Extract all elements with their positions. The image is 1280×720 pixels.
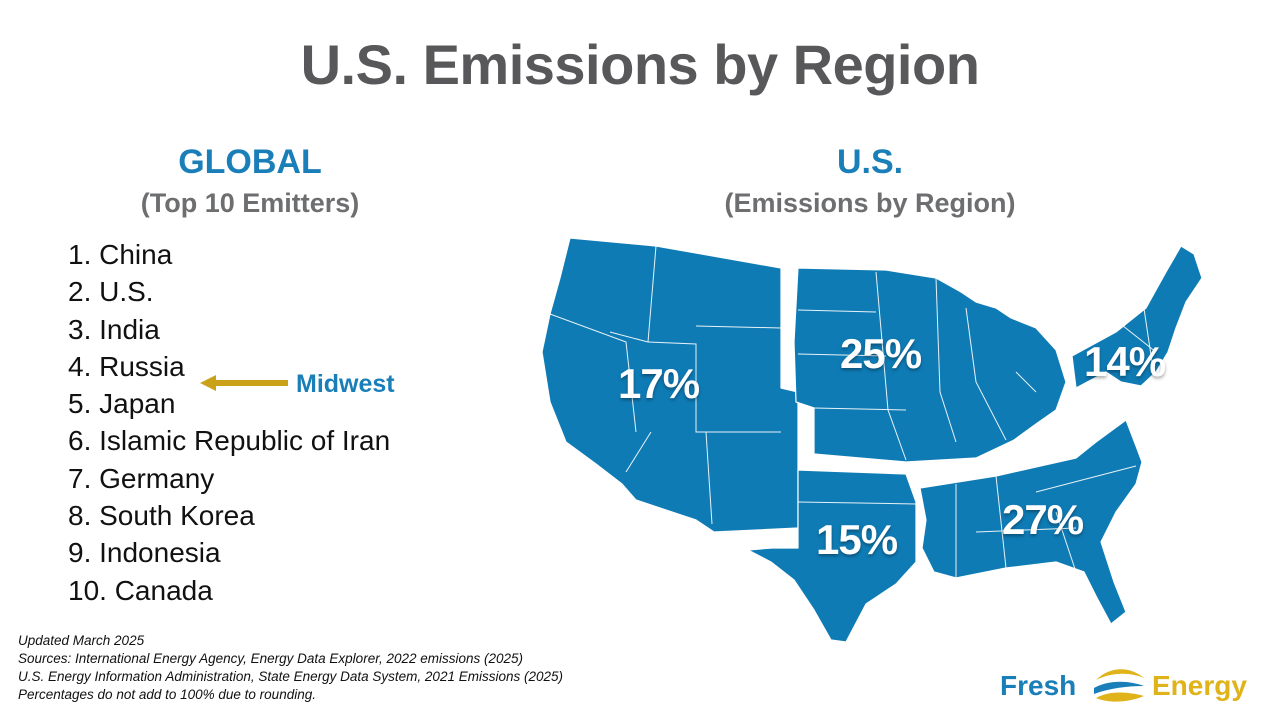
midwest-callout: Midwest: [296, 370, 395, 398]
footnote-rounding: Percentages do not add to 100% due to ro…: [18, 687, 316, 702]
list-item: 9. Indonesia: [68, 537, 221, 569]
footnotes: Updated March 2025 Sources: Internationa…: [18, 632, 563, 704]
global-subheading: (Top 10 Emitters): [140, 188, 360, 218]
logo-word-energy: Energy: [1152, 670, 1247, 701]
page-title: U.S. Emissions by Region: [300, 33, 980, 96]
us-heading-block: U.S. (Emissions by Region): [680, 143, 1060, 219]
list-item: 2. U.S.: [68, 276, 154, 308]
list-item: 7. Germany: [68, 462, 215, 494]
region-southeast: [919, 419, 1143, 625]
footnote-source-eia: U.S. Energy Information Administration, …: [18, 669, 563, 684]
pct-southeast: 27%: [1002, 496, 1084, 543]
footnote-source-iea: Sources: International Energy Agency, En…: [18, 651, 524, 666]
fresh-energy-logo-icon: [1094, 669, 1144, 702]
region-northeast: [1071, 245, 1203, 389]
logo-word-fresh: Fresh: [1000, 670, 1077, 701]
list-item: 8. South Korea: [68, 500, 255, 532]
footnote-updated: Updated March 2025: [18, 633, 145, 648]
pct-midwest: 25%: [840, 330, 922, 377]
us-heading: U.S.: [836, 143, 904, 181]
pct-northeast: 14%: [1084, 338, 1166, 385]
list-item: 4. Russia: [68, 350, 185, 382]
pct-west: 17%: [618, 360, 700, 407]
list-item: 6. Islamic Republic of Iran: [68, 425, 391, 457]
region-midwest: [793, 267, 1067, 463]
arrow-left-icon: [200, 375, 288, 391]
pct-south-central: 15%: [816, 516, 898, 563]
fresh-energy-logo: Fresh Energy: [1000, 664, 1260, 708]
us-subheading: (Emissions by Region): [724, 188, 1016, 218]
global-heading: GLOBAL: [178, 143, 322, 181]
region-west: [541, 237, 799, 533]
us-region-map: [541, 237, 1203, 643]
region-south-central: [747, 469, 917, 643]
list-item: 1. China: [68, 239, 173, 270]
list-item: 5. Japan: [68, 388, 176, 420]
list-item: 3. India: [68, 313, 160, 345]
global-heading-block: GLOBAL (Top 10 Emitters): [60, 143, 440, 219]
top-emitters-list: 1. China 2. U.S. 3. India 4. Russia 5. J…: [68, 236, 390, 609]
list-item: 10. Canada: [68, 574, 213, 606]
